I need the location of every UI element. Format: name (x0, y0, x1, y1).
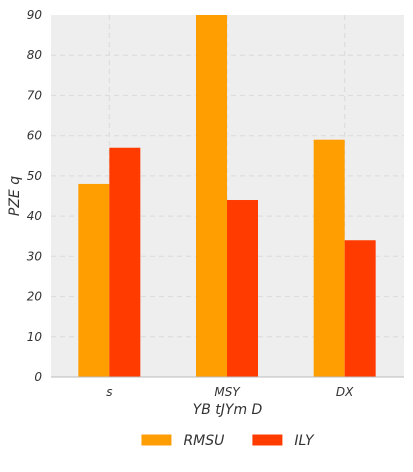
x-tick-label: s (106, 385, 112, 399)
legend-label-ily: ILY (294, 433, 315, 449)
x-axis-title: YB tJYm D (193, 402, 263, 418)
y-tick-label: 90 (27, 8, 43, 22)
legend-swatch-rmsu (141, 434, 172, 446)
y-tick-labels: 0 10 20 30 40 50 60 70 80 90 (27, 8, 43, 384)
y-tick-label: 10 (27, 330, 43, 344)
legend: RMSU ILY (141, 433, 315, 449)
legend-label-rmsu: RMSU (183, 433, 224, 449)
y-tick-label: 80 (27, 48, 43, 62)
y-tick-label: 20 (27, 290, 43, 304)
y-tick-label: 0 (34, 370, 42, 384)
x-tick-label: MSY (214, 385, 241, 399)
bars (78, 15, 376, 377)
y-axis-title: PZE q (7, 176, 23, 216)
bar-rmsu-s (78, 183, 110, 377)
legend-swatch-ily (252, 434, 283, 446)
y-tick-label: 40 (27, 209, 43, 223)
bar-rmsu-dx (313, 139, 345, 377)
x-tick-label: DX (336, 385, 354, 399)
y-tick-label: 60 (27, 129, 43, 143)
bar-ily-s (109, 147, 141, 377)
y-tick-label: 50 (27, 169, 43, 183)
bar-ily-dx (344, 240, 376, 377)
x-tick-labels: s MSY DX (106, 385, 354, 399)
bar-ily-msy (227, 200, 258, 377)
y-tick-label: 70 (27, 88, 43, 102)
y-tick-label: 30 (27, 249, 43, 263)
bar-rmsu-msy (196, 15, 227, 377)
